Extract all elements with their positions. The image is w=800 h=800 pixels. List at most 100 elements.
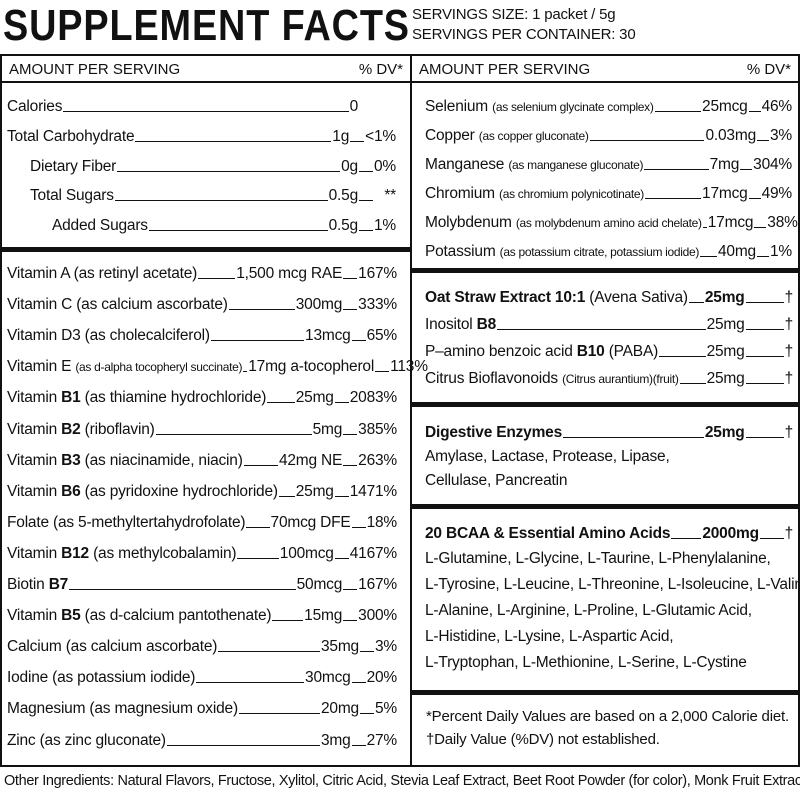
- nutrient-amount: 15mg: [304, 607, 343, 625]
- leader-line: [688, 302, 704, 303]
- dagger-footnote: †Daily Value (%DV) not established.: [426, 731, 660, 748]
- vitamin-code: B5: [61, 607, 81, 625]
- macro-name: Dietary Fiber: [30, 158, 117, 175]
- leader-line: [243, 371, 248, 373]
- nutrient-name: Vitamin B6 (as pyridoxine hydrochloride): [7, 482, 278, 502]
- macro-name: Total Carbohydrate: [7, 128, 135, 145]
- vitamin-source: (as d-alpha tocopheryl succinate): [75, 360, 243, 375]
- leader-line: [745, 302, 784, 303]
- leader-line: [645, 198, 702, 199]
- nutrient-dv: 300%: [358, 607, 397, 625]
- leader-line: [228, 309, 295, 311]
- ingredient-code: B8: [476, 316, 497, 333]
- leader-line: [756, 140, 769, 141]
- vitamin-source: (as methylcobalamin): [88, 544, 237, 562]
- amino-acids-line: L-Tryptophan, L-Methionine, L-Serine, L-…: [425, 654, 747, 671]
- leader-line: [350, 141, 365, 142]
- leader-line: [700, 256, 717, 257]
- vitamin-row: Vitamin C (as calcium ascorbate) 300mg 333…: [7, 293, 397, 315]
- vitamin-row: Vitamin D3 (as cholecalciferol) 13mcg 65%: [7, 324, 397, 346]
- vitamin-source: (as d-calcium pantothenate): [80, 607, 272, 625]
- leader-line: [745, 356, 784, 357]
- leader-line: [196, 682, 305, 684]
- nutrient-name: Chromium (as chromium polynicotinate): [425, 184, 644, 204]
- vitamin-name: Magnesium (as magnesium oxide): [7, 700, 238, 718]
- nutrient-dv: 3%: [374, 638, 397, 656]
- left-column-header: AMOUNT PER SERVING % DV*: [2, 56, 410, 83]
- nutrient-amount: 40mg: [718, 243, 756, 260]
- leader-line: [375, 371, 390, 373]
- nutrient-name: Vitamin E (as d-alpha tocopheryl succina…: [7, 357, 243, 377]
- nutrient-dv: 113%: [390, 358, 428, 376]
- leader-line: [497, 329, 706, 330]
- vitamin-row: Vitamin B3 (as niacinamide, niacin) 42mg …: [7, 449, 397, 471]
- nutrient-dv: 0%: [373, 158, 396, 175]
- vitamin-source: (as pyridoxine hydrochloride): [80, 482, 278, 500]
- vitamin-row: Biotin B7 50mcg 167%: [7, 573, 397, 595]
- ingredient-name: Inositol: [425, 316, 477, 333]
- nutrient-name: Calcium (as calcium ascorbate): [7, 637, 217, 657]
- nutrient-dv: 38%: [767, 214, 798, 231]
- mineral-name: Potassium: [425, 243, 500, 260]
- oat-straw-section-rule: [412, 402, 798, 407]
- leader-line: [334, 495, 349, 497]
- nutrient-amount: 17mcg: [702, 185, 748, 202]
- vitamin-row: Iodine (as potassium iodide) 30mcg 20%: [7, 666, 397, 688]
- leader-line: [343, 464, 358, 466]
- nutrient-amount: 70mcg DFE: [270, 513, 351, 531]
- mineral-source: (as potassium citrate, potassium iodide): [499, 245, 700, 259]
- nutrient-amount: 50mcg: [296, 576, 343, 593]
- leader-line: [148, 230, 328, 231]
- facts-frame: [0, 54, 800, 767]
- vitamin-name: Vitamin: [7, 389, 62, 407]
- mineral-source: (as manganese gluconate): [508, 158, 644, 172]
- leader-line: [351, 340, 366, 342]
- right-column-header: AMOUNT PER SERVING % DV*: [412, 56, 798, 83]
- column-divider: [410, 54, 412, 767]
- leader-line: [334, 557, 349, 559]
- nutrient-name: Total Sugars: [30, 186, 114, 206]
- nutrient-dv: 385%: [358, 420, 397, 438]
- bcaa-amount: 2000mg: [702, 525, 759, 542]
- nutrient-dv: †: [784, 370, 794, 387]
- vitamin-code: B1: [61, 389, 81, 407]
- nutrient-name: Vitamin A (as retinyl acetate): [7, 264, 197, 284]
- nutrient-amount: 1g: [332, 128, 350, 145]
- mineral-row: Copper (as copper gluconate) 0.03mg 3%: [425, 124, 792, 146]
- nutrient-name: Potassium (as potassium citrate, potassi…: [425, 242, 699, 262]
- nutrient-amount: 17mcg: [707, 214, 754, 231]
- digestive-enzymes-row: Digestive Enzymes 25mg †: [425, 421, 793, 443]
- nutrient-dv: 3%: [769, 127, 792, 144]
- vitamin-name: Folate (as 5-methyltertahydrofolate): [7, 513, 246, 531]
- leader-line: [155, 433, 312, 435]
- nutrient-name: Biotin B7: [7, 575, 68, 595]
- vitamin-name: Iodine (as potassium iodide): [7, 669, 196, 687]
- macro-row: Calories 0: [7, 95, 396, 117]
- nutrient-amount: 300mg: [295, 296, 343, 314]
- vitamin-source: (as niacinamide, niacin): [80, 451, 243, 469]
- nutrient-amount: 100mcg: [279, 544, 334, 562]
- nutrient-dv: **: [384, 187, 396, 204]
- nutrient-name: Vitamin B1 (as thiamine hydrochloride): [7, 388, 266, 408]
- macro-row: Added Sugars 0.5g 1%: [52, 214, 396, 236]
- nutrient-dv: 20%: [366, 669, 398, 687]
- nutrient-name: Vitamin B12 (as methylcobalamin): [7, 544, 237, 564]
- macro-name: Calories: [7, 98, 63, 115]
- nutrient-amount: 20mg: [321, 700, 359, 718]
- vitamin-row: Calcium (as calcium ascorbate) 35mg 3%: [7, 635, 397, 657]
- nutrient-amount: 25mg: [295, 389, 334, 407]
- nutrient-amount: 25mg: [295, 482, 334, 500]
- dv-label: % DV*: [358, 61, 403, 78]
- dv-footnote: *Percent Daily Values are based on a 2,0…: [426, 708, 789, 725]
- nutrient-name: Added Sugars: [52, 216, 148, 236]
- vitamin-code: B7: [48, 576, 69, 593]
- leader-line: [754, 227, 767, 228]
- vitamin-name: Biotin: [7, 576, 49, 593]
- leader-line: [359, 713, 374, 715]
- nutrient-name: Copper (as copper gluconate): [425, 126, 589, 146]
- vitamin-name: Calcium (as calcium ascorbate): [7, 638, 218, 656]
- nutrient-name: Folate (as 5-methyltertahydrofolate): [7, 513, 246, 533]
- nutrient-amount: 1,500 mcg RAE: [236, 265, 343, 282]
- nutrient-amount: 0.03mg: [705, 127, 756, 144]
- nutrient-amount: 17mg a-tocopherol: [248, 358, 375, 376]
